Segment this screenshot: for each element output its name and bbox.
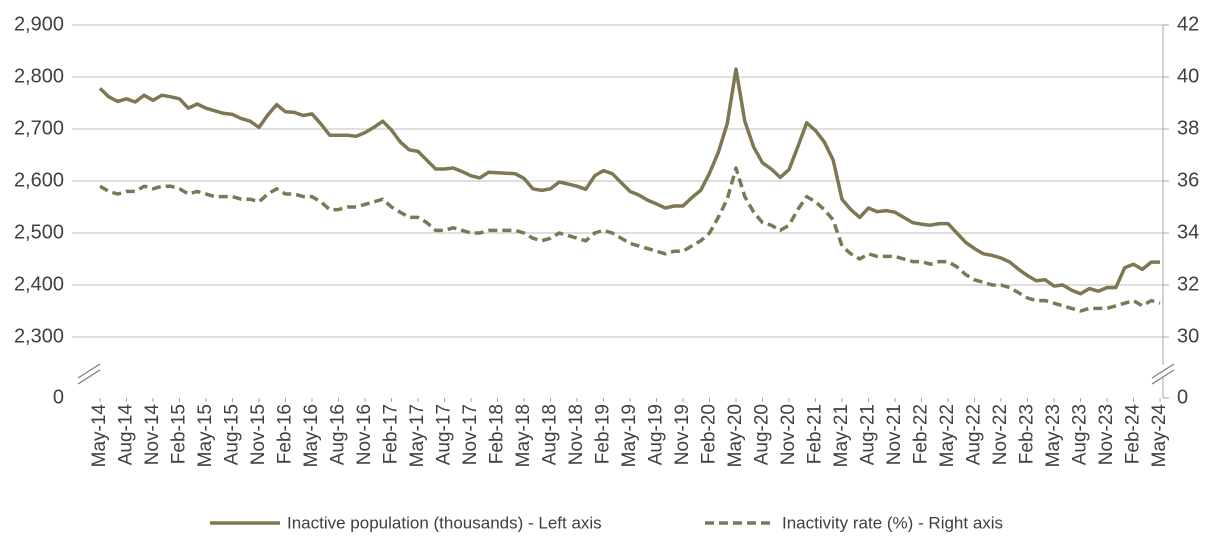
y-tick-label: 0 xyxy=(53,386,64,408)
y-tick-label: 2,800 xyxy=(14,65,64,87)
x-tick-label: May-23 xyxy=(1043,404,1064,467)
x-tick-label: Nov-16 xyxy=(354,404,375,465)
x-tick-label: Nov-21 xyxy=(884,404,905,465)
x-tick-label: Aug-19 xyxy=(646,404,667,465)
x-tick-label: May-24 xyxy=(1149,404,1170,468)
axis-break xyxy=(77,363,101,379)
x-tick-label: Aug-15 xyxy=(222,404,243,465)
x-tick-label: Nov-14 xyxy=(142,404,163,466)
x-tick-label: May-18 xyxy=(513,404,534,467)
x-tick-label: Nov-22 xyxy=(990,404,1011,465)
x-tick-label: Feb-19 xyxy=(593,404,614,464)
x-tick-label: May-22 xyxy=(937,404,958,467)
axis-break xyxy=(1151,363,1175,379)
x-tick-label: Feb-24 xyxy=(1123,404,1144,465)
x-tick-label: Nov-19 xyxy=(672,404,693,465)
legend-label: Inactivity rate (%) - Right axis xyxy=(782,513,1003,532)
x-tick-label: Feb-16 xyxy=(275,404,296,464)
x-tick-label: May-16 xyxy=(301,404,322,467)
x-tick-label: Nov-15 xyxy=(248,404,269,465)
y-tick-label: 2,300 xyxy=(14,325,64,347)
x-tick-label: Aug-14 xyxy=(116,404,137,466)
x-tick-label: May-17 xyxy=(407,404,428,467)
x-tick-label: Feb-20 xyxy=(699,404,720,464)
axis-break xyxy=(77,369,101,385)
x-tick-label: Aug-21 xyxy=(858,404,879,465)
x-tick-label: Aug-18 xyxy=(540,404,561,465)
legend-label: Inactive population (thousands) - Left a… xyxy=(287,513,602,532)
y2-tick-label: 36 xyxy=(1177,169,1199,191)
y2-tick-label: 30 xyxy=(1177,325,1199,347)
y2-tick-label: 34 xyxy=(1177,221,1199,243)
x-tick-label: May-20 xyxy=(725,404,746,467)
x-tick-label: Aug-16 xyxy=(328,404,349,465)
x-tick-label: Feb-21 xyxy=(805,404,826,464)
x-tick-label: Nov-23 xyxy=(1096,404,1117,465)
x-tick-label: Feb-17 xyxy=(381,404,402,464)
x-tick-label: Aug-23 xyxy=(1070,404,1091,465)
x-tick-label: May-21 xyxy=(831,404,852,467)
x-tick-label: May-19 xyxy=(619,404,640,467)
x-tick-label: Nov-20 xyxy=(778,404,799,465)
series-line xyxy=(98,67,1160,296)
series-line xyxy=(99,166,1161,313)
y2-tick-label: 38 xyxy=(1177,117,1199,139)
x-tick-label: Aug-20 xyxy=(752,404,773,465)
x-tick-label: Feb-22 xyxy=(911,404,932,464)
y2-tick-label: 40 xyxy=(1177,65,1199,87)
y2-tick-label: 42 xyxy=(1177,13,1199,35)
y2-tick-label: 0 xyxy=(1177,386,1188,408)
x-tick-label: May-15 xyxy=(195,404,216,467)
x-tick-label: Feb-15 xyxy=(169,404,190,464)
x-tick-label: Feb-23 xyxy=(1017,404,1038,464)
x-tick-label: Aug-22 xyxy=(964,404,985,465)
y-tick-label: 2,500 xyxy=(14,221,64,243)
x-tick-label: Aug-17 xyxy=(434,404,455,465)
x-tick-label: May-14 xyxy=(89,404,110,468)
y-tick-label: 2,600 xyxy=(14,169,64,191)
x-tick-label: Feb-18 xyxy=(487,404,508,464)
y-tick-label: 2,700 xyxy=(14,117,64,139)
y2-tick-label: 32 xyxy=(1177,273,1199,295)
x-tick-label: Nov-17 xyxy=(460,404,481,465)
x-tick-label: Nov-18 xyxy=(566,404,587,465)
axis-break xyxy=(1151,369,1175,385)
y-tick-label: 2,900 xyxy=(14,13,64,35)
y-tick-label: 2,400 xyxy=(14,273,64,295)
